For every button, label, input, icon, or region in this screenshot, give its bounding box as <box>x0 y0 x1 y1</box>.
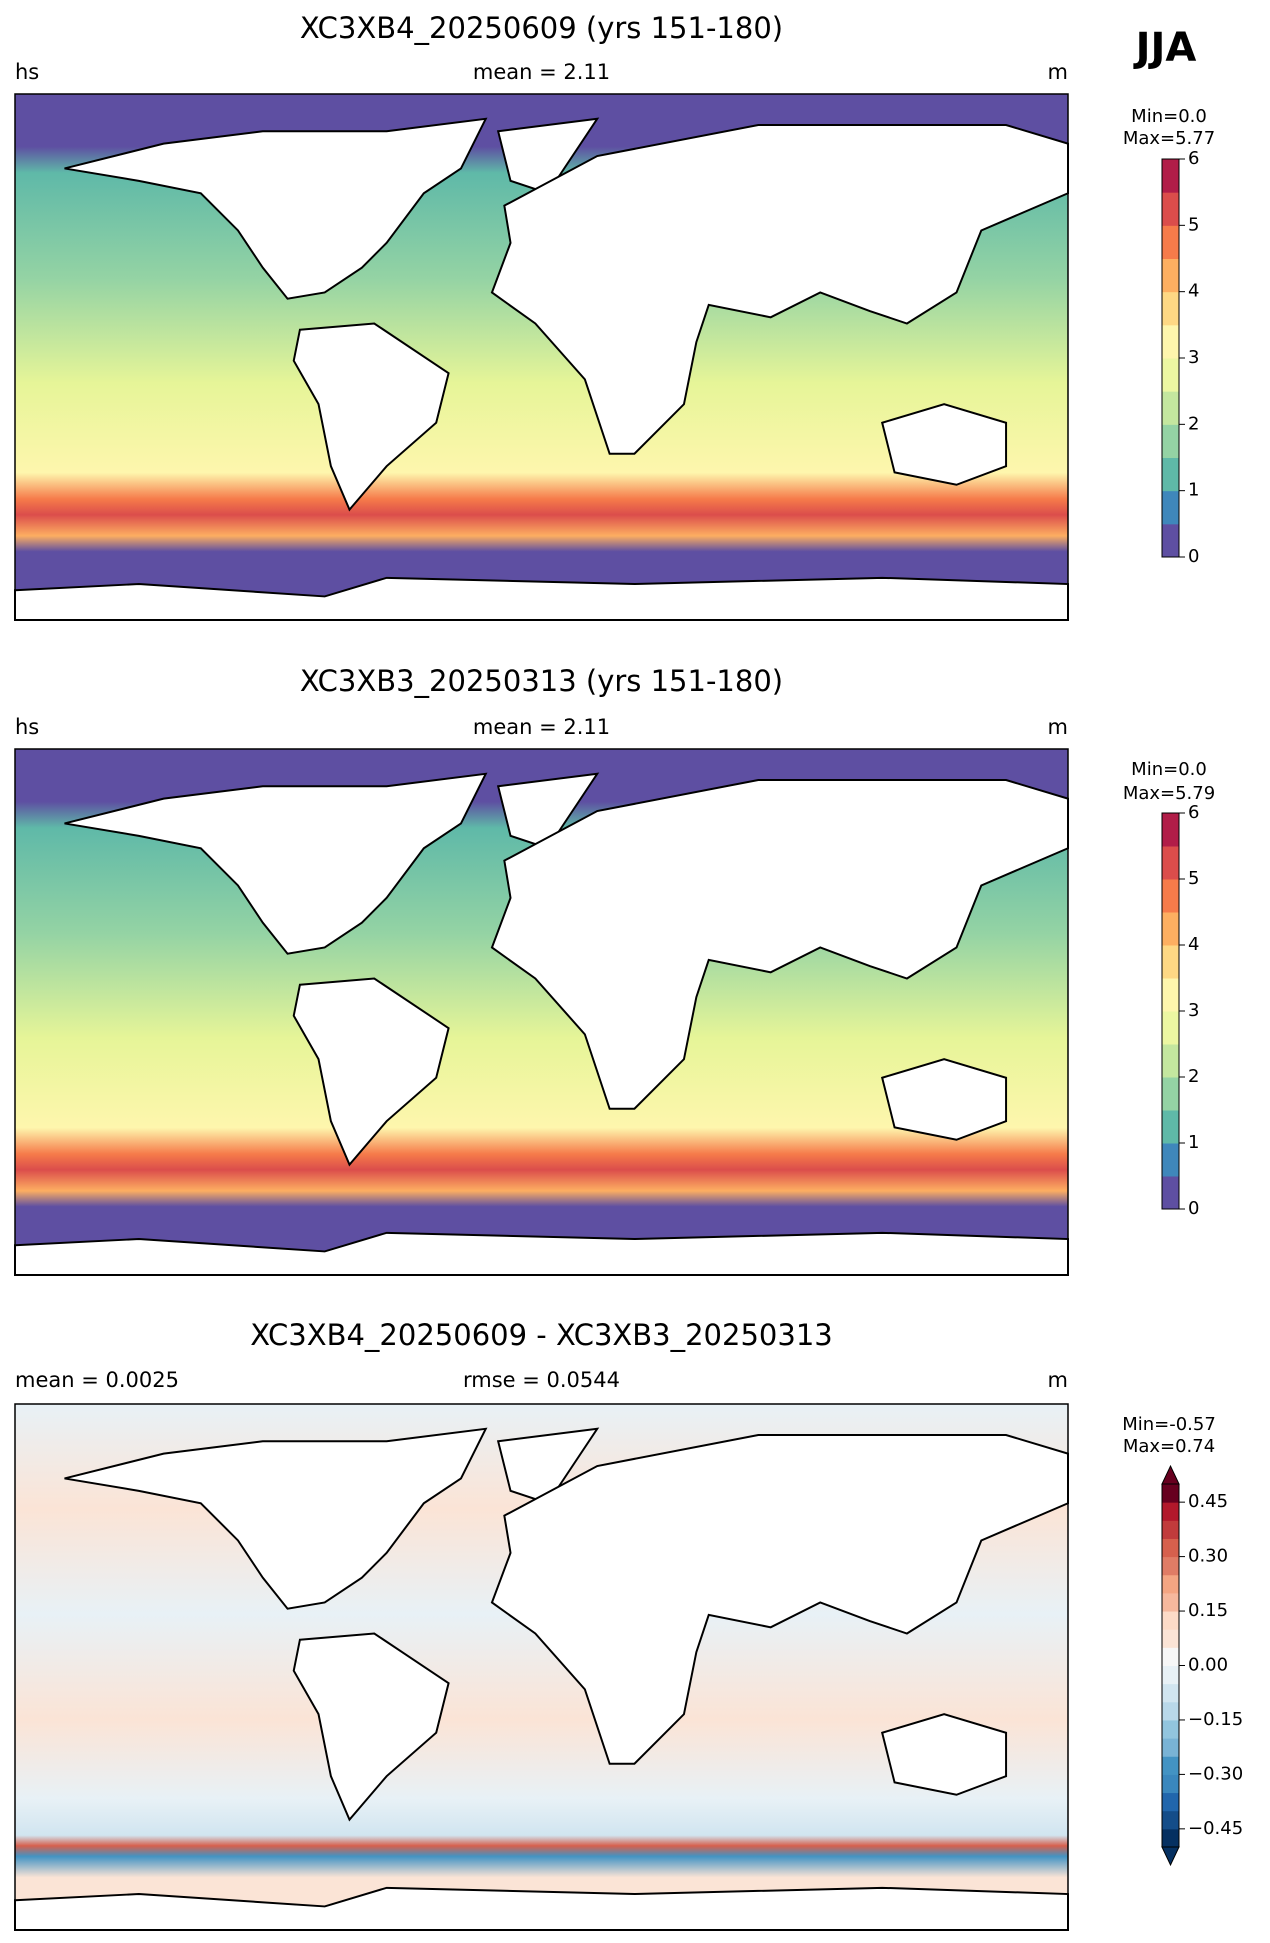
max-label: Max=5.77 <box>1123 128 1215 149</box>
colorbar-level <box>1162 1484 1179 1503</box>
colorbar-level <box>1162 1520 1179 1539</box>
max-label: Max=5.79 <box>1123 783 1215 804</box>
colorbar-level <box>1162 1502 1179 1521</box>
colorbar-level <box>1162 1756 1179 1775</box>
colorbar-level <box>1162 1044 1179 1078</box>
colorbar-tick-label: 2 <box>1188 413 1199 434</box>
colorbar-tick-label: 4 <box>1188 934 1199 955</box>
colorbar-level <box>1162 1683 1179 1703</box>
colorbar-level <box>1162 391 1179 425</box>
colorbar-extend-low <box>1161 1846 1180 1867</box>
colorbar-level <box>1162 879 1179 913</box>
map-frame <box>14 748 1069 1276</box>
colorbar-tick-label: 0.00 <box>1188 1655 1228 1676</box>
colorbar-level <box>1162 1538 1179 1558</box>
panel-title: XC3XB3_20250313 (yrs 151-180) <box>300 664 783 698</box>
colorbar-level <box>1162 358 1179 392</box>
colorbar-level <box>1162 1665 1179 1685</box>
colorbar-tick-label: 0.45 <box>1188 1491 1228 1512</box>
colorbar-level <box>1162 1143 1179 1177</box>
colorbar-level <box>1162 1810 1179 1830</box>
colorbar-level <box>1162 291 1179 326</box>
left-label: hs <box>15 60 39 84</box>
colorbar-level <box>1162 1592 1179 1612</box>
center-label: mean = 2.11 <box>473 715 610 739</box>
colorbar-level <box>1162 1647 1179 1666</box>
colorbar-level <box>1162 490 1179 525</box>
right-label: m <box>1048 60 1068 84</box>
colorbar-level <box>1162 945 1179 979</box>
colorbar-level <box>1162 1719 1179 1739</box>
colorbar-level <box>1162 813 1179 847</box>
colorbar-tick-label: −0.45 <box>1188 1818 1243 1839</box>
colorbar-level <box>1162 225 1179 259</box>
colorbar-level <box>1162 424 1179 458</box>
colorbar-level <box>1162 1774 1179 1794</box>
colorbar-tick-label: 0 <box>1188 1198 1199 1219</box>
colorbar-tick-label: 6 <box>1188 802 1199 823</box>
colorbar-tick-label: 3 <box>1188 347 1199 368</box>
center-label: rmse = 0.0544 <box>463 1368 620 1392</box>
colorbar-level <box>1162 192 1179 226</box>
right-label: m <box>1048 1368 1068 1392</box>
colorbar-level <box>1162 1077 1179 1111</box>
map-frame <box>14 1403 1069 1931</box>
colorbar-level <box>1162 1792 1179 1812</box>
right-label: m <box>1048 715 1068 739</box>
map <box>14 1404 1069 1931</box>
min-label: Min=0.0 <box>1131 759 1207 780</box>
colorbar-level <box>1162 457 1179 492</box>
left-label: hs <box>15 715 39 739</box>
colorbar-level <box>1162 1556 1179 1576</box>
panel-title: XC3XB4_20250609 (yrs 151-180) <box>300 11 783 45</box>
colorbar-tick-label: 1 <box>1188 480 1199 501</box>
colorbar-level <box>1162 1011 1179 1045</box>
colorbar-level <box>1162 1176 1179 1210</box>
colorbar-level <box>1162 978 1179 1012</box>
colorbar-tick-label: 2 <box>1188 1066 1199 1087</box>
colorbar-tick-label: 5 <box>1188 868 1199 889</box>
colorbar-level <box>1162 1629 1179 1648</box>
colorbar-tick-label: 0.15 <box>1188 1600 1228 1621</box>
season-label: JJA <box>1133 25 1197 71</box>
colorbar-level <box>1162 523 1179 558</box>
min-label: Min=0.0 <box>1131 106 1207 127</box>
colorbar-level <box>1162 912 1179 946</box>
max-label: Max=0.74 <box>1123 1436 1215 1457</box>
colorbar-tick-label: 6 <box>1188 148 1199 169</box>
colorbar-tick-label: 1 <box>1188 1132 1199 1153</box>
center-label: mean = 2.11 <box>473 60 610 84</box>
colorbar-tick-label: 0.30 <box>1188 1546 1228 1567</box>
map <box>14 94 1069 621</box>
colorbar-level <box>1162 324 1179 359</box>
colorbar-level <box>1162 1701 1179 1721</box>
colorbar-tick-label: 3 <box>1188 1000 1199 1021</box>
map-frame <box>14 93 1069 621</box>
colorbar-level <box>1162 1611 1179 1630</box>
colorbar-level <box>1162 159 1179 193</box>
colorbar-tick-label: −0.30 <box>1188 1763 1243 1784</box>
colorbar-level <box>1162 1738 1179 1757</box>
left-label: mean = 0.0025 <box>15 1368 179 1392</box>
colorbar-level <box>1162 258 1179 293</box>
colorbar-tick-label: 5 <box>1188 214 1199 235</box>
colorbar-level <box>1162 846 1179 880</box>
colorbar-tick-label: 4 <box>1188 281 1199 302</box>
panel-title: XC3XB4_20250609 - XC3XB3_20250313 <box>250 1318 832 1352</box>
colorbar-level <box>1162 1110 1179 1144</box>
colorbar-extend-high <box>1161 1464 1180 1485</box>
colorbar-tick-label: 0 <box>1188 546 1199 567</box>
min-label: Min=-0.57 <box>1122 1414 1216 1435</box>
colorbar-tick-label: −0.15 <box>1188 1709 1243 1730</box>
colorbar-level <box>1162 1828 1179 1848</box>
map <box>14 749 1069 1276</box>
colorbar-level <box>1162 1574 1179 1594</box>
